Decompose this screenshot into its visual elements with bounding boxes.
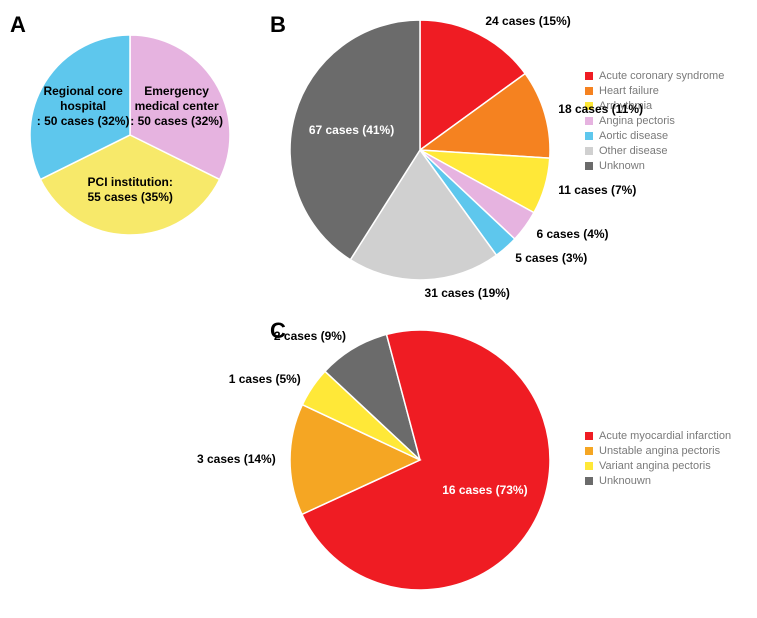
legend-label: Unknouwn	[599, 475, 651, 487]
legend-swatch	[585, 72, 593, 80]
legend-swatch	[585, 462, 593, 470]
legend-item: Unknouwn	[585, 475, 731, 487]
legend-b: Acute coronary syndromeHeart failureArrh…	[585, 70, 724, 175]
legend-swatch	[585, 132, 593, 140]
legend-label: Acute myocardial infarction	[599, 430, 731, 442]
legend-item: Other disease	[585, 145, 724, 157]
legend-c: Acute myocardial infarction Unstable angi…	[585, 430, 731, 490]
legend-item: Acute myocardial infarction	[585, 430, 731, 442]
legend-swatch	[585, 87, 593, 95]
legend-label: Unknown	[599, 160, 645, 172]
slice-label-acute_myocardial_infarction: 16 cases (73%)	[442, 483, 527, 498]
slice-label-heart_failure: 18 cases (11%)	[558, 102, 643, 117]
legend-item: Acute coronary syndrome	[585, 70, 724, 82]
slice-label-other_disease: 31 cases (19%)	[425, 286, 510, 301]
legend-label: Variant angina pectoris	[599, 460, 711, 472]
slice-label-regional_core_hospital: Regional core hospital : 50 cases (32%)	[37, 84, 130, 129]
slice-label-angina_pectoris: 6 cases (4%)	[536, 227, 608, 242]
slice-label-acute_coronary_syndrome: 24 cases (15%)	[485, 14, 570, 29]
legend-label: Acute coronary syndrome	[599, 70, 724, 82]
legend-item: Unstable angina pectoris	[585, 445, 731, 457]
legend-swatch	[585, 447, 593, 455]
slice-label-unstable_angina_pectoris: 3 cases (14%)	[197, 452, 276, 467]
slice-label-variant_angina_pectoris: 1 cases (5%)	[229, 372, 301, 387]
pie-chart-c	[284, 324, 556, 596]
legend-swatch	[585, 432, 593, 440]
legend-label: Unstable angina pectoris	[599, 445, 720, 457]
pie-chart-b	[284, 14, 556, 286]
legend-item: Heart failure	[585, 85, 724, 97]
slice-label-pci_institution: PCI institution: 55 cases (35%)	[88, 175, 173, 205]
legend-label: Aortic disease	[599, 130, 668, 142]
legend-label: Other disease	[599, 145, 667, 157]
slice-label-arrhythmia: 11 cases (7%)	[558, 183, 636, 198]
pie-chart-a	[24, 29, 236, 241]
legend-swatch	[585, 147, 593, 155]
legend-item: Variant angina pectoris	[585, 460, 731, 472]
slice-label-unknown: 2 cases (9%)	[274, 329, 346, 344]
legend-item: Aortic disease	[585, 130, 724, 142]
legend-item: Unknown	[585, 160, 724, 172]
legend-swatch	[585, 477, 593, 485]
slice-label-emergency_medical_center: Emergency medical center : 50 cases (32%…	[130, 84, 223, 129]
legend-swatch	[585, 162, 593, 170]
legend-label: Heart failure	[599, 85, 659, 97]
legend-swatch	[585, 117, 593, 125]
slice-label-unknown: 67 cases (41%)	[309, 123, 394, 138]
slice-label-aortic_disease: 5 cases (3%)	[515, 251, 587, 266]
